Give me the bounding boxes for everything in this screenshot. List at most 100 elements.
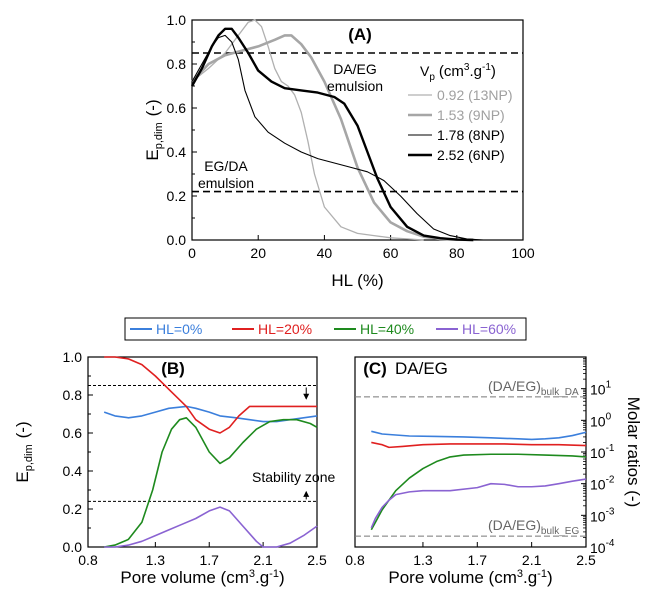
panel-b-xtick-label: 1.7 [200, 552, 220, 568]
panel-a-legend-label: 2.52 (6NP) [437, 147, 505, 163]
panel-b-xtick-label: 1.3 [146, 552, 166, 568]
legend-title-unit2: .g [469, 63, 482, 80]
shared-legend-label: HL=40% [360, 321, 414, 337]
legend-title-unit: (cm [439, 63, 464, 80]
panel-a-legend-title: Vp (cm3.g-1) [420, 62, 496, 83]
panel-c-series-line [371, 430, 587, 441]
panel-a-ytick-label: 0.6 [167, 100, 187, 116]
shared-legend: HL=0% HL=20% HL=40% HL=60% [124, 317, 527, 341]
panel-a-legend-label: 0.92 (13NP) [437, 87, 512, 103]
ytick-exponent: -2 [606, 475, 615, 486]
panel-a: 0 20 40 60 80 1000.00.20.40.60.81.0(A)DA/EGem… [143, 12, 535, 290]
xlabel-sup2: -1 [269, 568, 279, 580]
legend-title-close: ) [491, 63, 496, 80]
xlabel-mid: .g [523, 568, 537, 587]
ylabel-main: E [143, 149, 162, 160]
panel-b-xlabel: Pore volume (cm3.g-1) [120, 568, 284, 587]
panel-a-legend-label: 1.53 (9NP) [437, 107, 505, 123]
panel-b-series-line [103, 405, 318, 423]
shared-legend-label: HL=0% [156, 321, 202, 337]
xlabel-main: Pore volume (cm [120, 568, 248, 587]
panel-c-reference-label: (DA/EG)bulk_DA [488, 378, 579, 398]
panel-b-ytick-label: 1.0 [63, 349, 83, 365]
reference-label-sub: bulk_DA [541, 387, 579, 398]
panel-c-ylabel: Molar ratios (-) [624, 397, 643, 508]
panel-c-ytick-label: 10-3 [590, 506, 615, 524]
panel-a-xtick-label: 40 [317, 245, 333, 261]
panel-a-annotation-bottom: emulsion [198, 175, 254, 191]
panel-a-annotation-top: DA/EG [333, 61, 377, 77]
xlabel-sup2: -1 [537, 568, 547, 580]
panel-a-series-line [191, 34, 484, 241]
panel-c-series-line [370, 478, 587, 529]
panel-c-title: (C) [363, 359, 387, 378]
panel-b: 0.8 1.3 1.7 2.1 2.5 0.0 0.2 0.4 0.6 0.8 1.0 Stabili… [13, 349, 335, 587]
panel-a-ytick-label: 0.0 [167, 232, 187, 248]
panel-c-ytick-label: 10-4 [590, 538, 615, 556]
ylabel-unit: (-) [13, 421, 32, 438]
panel-c-xlabel: Pore volume (cm3.g-1) [388, 568, 552, 587]
panel-b-xtick-label: 2.1 [253, 552, 273, 568]
panel-a-xtick-label: 20 [250, 245, 266, 261]
panel-a-series-line [190, 27, 474, 242]
panel-c-subtitle: DA/EG [395, 359, 448, 378]
panel-c-reference-label: (DA/EG)bulk_EG [488, 517, 579, 537]
panel-c-ytick-label: 101 [590, 380, 612, 398]
panel-b-xtick-label: 0.8 [78, 552, 98, 568]
panel-a-xtick-label: 0 [188, 245, 196, 261]
ylabel-sub: p,dim [23, 444, 35, 471]
xlabel-mid: .g [255, 568, 269, 587]
panel-a-ytick-label: 0.4 [167, 144, 187, 160]
panel-a-title: (A) [348, 25, 372, 44]
panel-a-ytick-label: 0.8 [167, 56, 187, 72]
panel-a-ytick-label: 0.2 [167, 188, 187, 204]
panel-a-series-line [191, 19, 424, 241]
ylabel-unit: (-) [143, 99, 162, 116]
panel-b-xtick-label: 2.5 [307, 552, 327, 568]
ytick-exponent: -4 [606, 538, 615, 549]
xlabel-end: ) [279, 568, 285, 587]
panel-a-annotation-bottom: EG/DA [204, 158, 248, 174]
panel-b-ytick-label: 0.8 [63, 387, 83, 403]
panel-b-ytick-label: 0.4 [63, 463, 83, 479]
legend-title-sub: p [429, 72, 435, 83]
panel-a-ytick-label: 1.0 [167, 12, 187, 28]
panel-c-xtick-label: 2.1 [522, 552, 542, 568]
panel-b-frame [87, 356, 318, 548]
panel-c-ytick-label: 10-1 [590, 443, 615, 461]
panel-c-series-line [370, 453, 587, 531]
panel-b-series-line [104, 356, 317, 434]
ytick-exponent: 0 [606, 411, 612, 422]
panel-b-arrowhead-up [303, 490, 310, 497]
panel-a-series-line [191, 34, 474, 242]
panel-b-arrowhead-down [303, 393, 310, 400]
panel-a-xlabel: HL (%) [331, 271, 383, 290]
xlabel-end: ) [547, 568, 553, 587]
panel-c-series-line [371, 441, 587, 449]
legend-title-sup: 3 [464, 62, 470, 73]
panel-a-legend-label: 1.78 (8NP) [437, 127, 505, 143]
xlabel-sup: 3 [249, 568, 255, 580]
panel-c-xtick-label: 2.5 [576, 552, 596, 568]
panel-c: 0.8 1.3 1.7 2.1 2.510110010-110-210-310-4(DA… [345, 356, 643, 587]
panel-b-annotation: Stability zone [252, 469, 335, 485]
xlabel-sup: 3 [517, 568, 523, 580]
panel-b-title: (B) [161, 359, 185, 378]
shared-legend-label: HL=20% [258, 321, 312, 337]
shared-legend-label: HL=60% [462, 321, 516, 337]
ylabel-sub: p,dim [153, 122, 165, 149]
panel-b-ytick-label: 0.0 [63, 539, 83, 555]
panel-c-xtick-label: 1.7 [468, 552, 488, 568]
panel-b-ytick-label: 0.6 [63, 425, 83, 441]
ytick-exponent: 1 [606, 380, 612, 391]
ytick-exponent: -3 [606, 506, 615, 517]
panel-a-xtick-label: 60 [383, 245, 399, 261]
xlabel-main: Pore volume (cm [388, 568, 516, 587]
shared-legend-box [124, 317, 527, 341]
panel-b-series-line [104, 417, 318, 548]
panel-a-annotation-top: emulsion [327, 78, 383, 94]
panel-c-xtick-label: 0.8 [345, 552, 365, 568]
panel-c-xtick-label: 1.3 [413, 552, 433, 568]
panel-a-xtick-label: 100 [511, 245, 535, 261]
